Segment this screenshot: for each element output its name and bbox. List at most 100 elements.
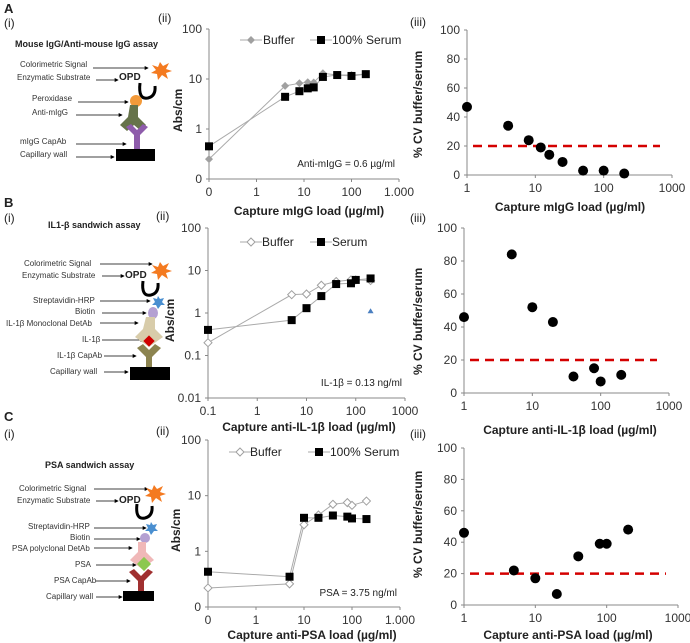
chart-B-iii: 0 20 40 60 80 100 1 10 100 1000 [437, 221, 683, 413]
panel-label-b: B [4, 195, 14, 210]
diagram-label: Colorimetric Signal [19, 484, 87, 493]
data-point-diamond [328, 499, 338, 509]
x-tick-label: 1000 [656, 399, 683, 413]
subpanel-label: (iii) [410, 15, 426, 29]
y-tick-label: 80 [447, 52, 461, 66]
data-point-diamond [299, 520, 309, 530]
x-tick-label: 0 [205, 613, 212, 627]
anti-migg-antibody-icon [120, 105, 146, 131]
data-point [551, 589, 562, 600]
diagram-title: PSA sandwich assay [45, 460, 135, 470]
data-point-diamond [347, 500, 357, 511]
diagram-label: Enzymatic Substrate [22, 271, 96, 280]
psa-antigen-icon [136, 556, 152, 572]
x-tick-label: 1000 [665, 611, 690, 625]
annotation: PSA = 3.75 ng/ml [319, 588, 397, 599]
psa-capab-icon [129, 569, 153, 591]
data-point-square [351, 275, 360, 284]
subpanel-label: (i) [4, 427, 15, 441]
legend-label-serum: 100% Serum [330, 445, 400, 459]
diagram-psa [94, 485, 166, 601]
y-tick-label: 100 [181, 433, 201, 447]
y-tick-label: 0 [450, 598, 457, 612]
data-point-diamond [284, 579, 295, 589]
y-tick-label: 1 [194, 306, 201, 320]
y-tick-label: 100 [437, 221, 457, 235]
migg-capab-icon [126, 124, 148, 149]
data-point-square [343, 512, 352, 521]
diagram-label: PSA CapAb [54, 576, 97, 585]
data-point [601, 538, 612, 549]
x-tick-label: 10 [297, 185, 311, 199]
capillary-wall [123, 591, 154, 601]
y-tick-label: 0.1 [184, 349, 201, 363]
x-axis-label: Capture anti-IL-1β load (µg/ml) [222, 420, 396, 434]
diagram-label: Streptavidin-HRP [28, 522, 90, 531]
x-axis-label: Capture anti-PSA load (µg/ml) [483, 628, 653, 642]
data-point [508, 565, 519, 576]
data-point-diamond [316, 280, 327, 290]
data-point-square [333, 71, 342, 80]
diagram-title: IL1-β sandwich assay [48, 220, 141, 230]
data-point-square [317, 292, 326, 301]
reaction-arrow-icon [138, 82, 157, 100]
biotin-icon [140, 533, 150, 543]
annotation: IL-1β = 0.13 ng/ml [320, 378, 402, 389]
data-point [530, 573, 541, 584]
y-tick-label: 40 [444, 320, 458, 334]
subpanel-label: (ii) [156, 424, 170, 438]
y-tick-label: 100 [437, 441, 457, 455]
y-tick-label: 20 [444, 353, 458, 367]
legend-label-serum: Serum [332, 235, 368, 249]
x-tick-label: 10 [300, 404, 314, 418]
diagram-title: Mouse IgG/Anti-mouse IgG assay [15, 39, 159, 49]
data-point-square [285, 572, 294, 581]
diagram-label: IL-1β [82, 335, 101, 344]
data-point-square [295, 87, 304, 96]
panel-label-a: A [4, 1, 14, 16]
data-point-square [366, 274, 375, 283]
peroxidase-icon [130, 95, 142, 107]
subpanel-label: (iii) [410, 427, 426, 441]
data-point [598, 165, 609, 176]
series-line-1 [207, 515, 367, 578]
data-point [462, 101, 472, 112]
opd-label: OPD [125, 270, 147, 281]
data-point-square [302, 304, 311, 313]
data-point-diamond [246, 237, 256, 247]
data-point [589, 363, 600, 374]
y-tick-label: 80 [444, 254, 458, 268]
data-point-diamond [203, 583, 213, 593]
y-tick-label: 1 [195, 122, 202, 136]
y-tick-label: 0 [450, 386, 457, 400]
data-point-diamond [361, 496, 372, 506]
y-tick-label: 10 [188, 489, 202, 503]
data-point-square [347, 71, 356, 80]
diagram-label: Peroxidase [32, 94, 73, 103]
data-point [595, 376, 606, 387]
y-axis-label: % CV buffer/serum [411, 470, 425, 578]
data-point [568, 371, 579, 382]
x-axis-label: Capture anti-IL-1β load (µg/ml) [483, 423, 657, 437]
x-tick-label: 0.1 [200, 404, 217, 418]
x-tick-label: 1.000 [385, 613, 415, 627]
y-tick-label: 60 [444, 504, 458, 518]
data-point [523, 135, 534, 146]
diagram-label: Biotin [75, 307, 96, 316]
x-tick-label: 1 [464, 181, 471, 195]
data-point [619, 168, 630, 179]
chart-A-iii: 0 20 40 60 80 100 1 10 100 1000 [440, 23, 686, 195]
x-tick-label: 100 [591, 399, 611, 413]
data-point-square [315, 448, 323, 456]
x-tick-label: 1000 [392, 404, 419, 418]
data-point [616, 369, 627, 380]
data-point [506, 249, 517, 260]
y-axis-label: % CV buffer/serum [411, 50, 425, 158]
capillary-wall [116, 149, 155, 161]
data-point-diamond [235, 447, 245, 457]
panel-label-c: C [4, 409, 14, 424]
legend-label-buffer: Buffer [250, 445, 282, 459]
data-point [547, 317, 558, 328]
diagram-label: Capillary wall [50, 367, 98, 376]
